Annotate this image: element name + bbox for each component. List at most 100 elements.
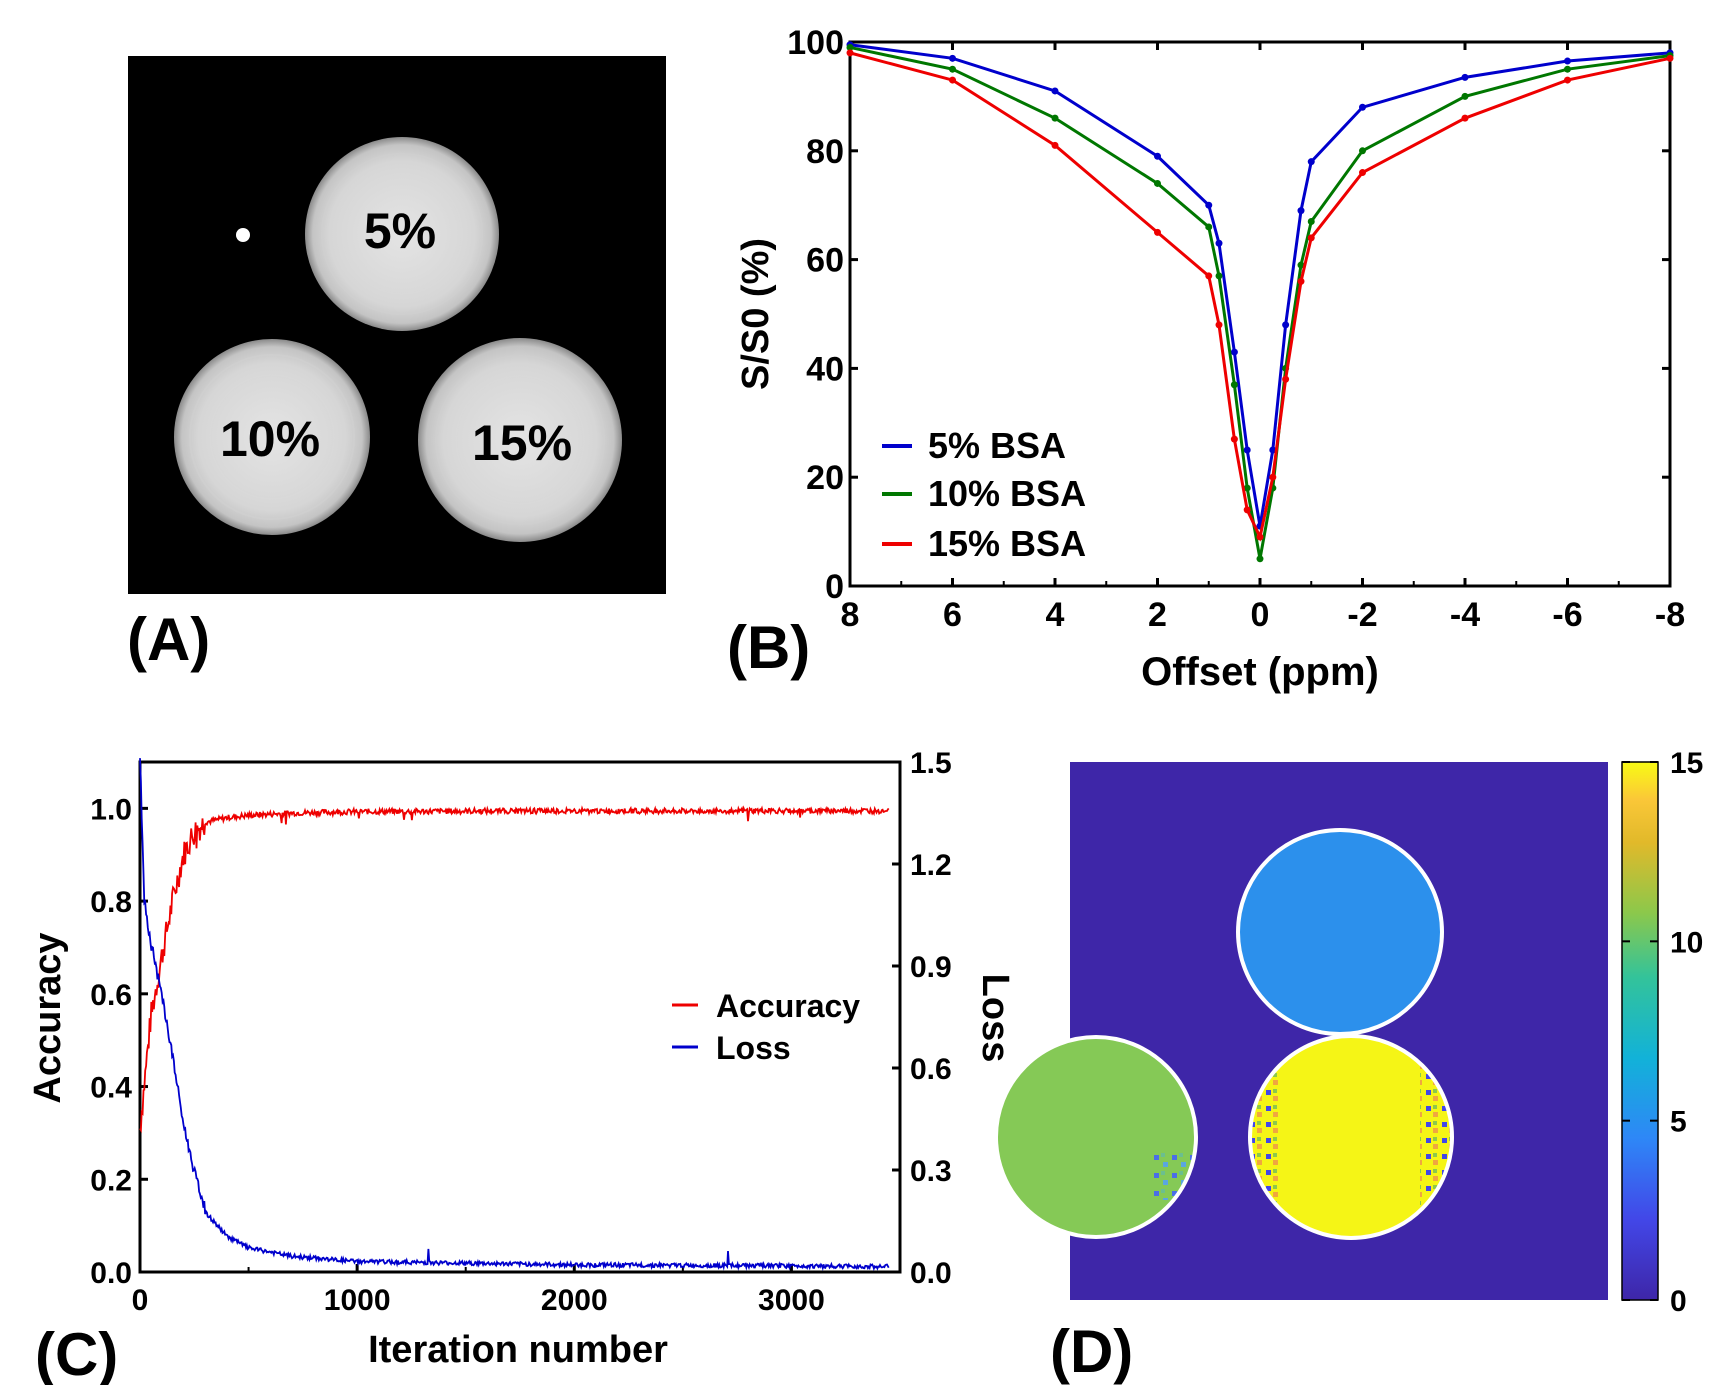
chart-b-ylabel: S/S0 (%)	[735, 238, 777, 390]
chart-b-data-point	[1243, 506, 1251, 514]
chart-b-data-point	[1051, 141, 1059, 149]
chart-b-data-point	[1297, 277, 1305, 285]
chart-b-data-point	[1230, 348, 1238, 356]
chart-b-ytick-label: 20	[806, 459, 844, 497]
chart-c-ytick-label: 0.8	[90, 886, 132, 919]
chart-c-series	[139, 758, 890, 1272]
chart-b-data-point	[1297, 261, 1305, 269]
colorbar-tick-label: 10	[1670, 926, 1703, 959]
chart-c-legend: Accuracy Loss	[672, 988, 860, 1066]
chart-b-xtick-label: -6	[1552, 596, 1582, 634]
chart-b-data-point	[1269, 446, 1277, 454]
chart-b-ytick-label: 60	[806, 242, 844, 280]
phantom-10: 10%	[174, 339, 370, 535]
chart-b-data-point	[1359, 103, 1366, 111]
chart-c-xtick-label: 1000	[324, 1284, 391, 1317]
chart-c-y2tick-label: 1.5	[910, 747, 952, 780]
chart-b-data-point	[1205, 223, 1213, 231]
chart-b-data-point	[1666, 54, 1674, 62]
chart-b-xtick-label: 8	[841, 596, 860, 634]
chart-c-y2label: Loss	[974, 974, 1016, 1063]
chart-b-series	[846, 41, 1674, 563]
chart-b-data-point	[1461, 92, 1469, 100]
colorbar	[1621, 761, 1659, 1301]
legend-label-5-bsa: 5% BSA	[928, 425, 1066, 466]
chart-c-plot-area	[138, 760, 902, 1274]
chart-b-data-point	[1461, 114, 1469, 122]
legend-label-accuracy: Accuracy	[716, 988, 860, 1024]
chart-c-y2tick-label: 0.6	[910, 1053, 952, 1086]
chart-b-data-point	[1051, 87, 1059, 95]
colorbar-tick-label: 5	[1670, 1106, 1687, 1139]
chart-c-y2tick-label: 0.0	[910, 1257, 952, 1290]
reference-dot	[236, 228, 250, 242]
legend-label-loss: Loss	[716, 1030, 791, 1066]
chart-b-xtick-label: 0	[1251, 596, 1270, 634]
chart-b-xtick-label: 6	[943, 596, 962, 634]
map-phantom-15	[1248, 1034, 1454, 1240]
chart-b-data-point	[1243, 484, 1251, 492]
chart-b-data-point	[1307, 158, 1315, 166]
chart-c-ytick-label: 0.6	[90, 979, 132, 1012]
chart-b-data-point	[846, 49, 854, 57]
chart-b-data-point	[1564, 76, 1571, 84]
chart-b-data-point	[1205, 201, 1213, 209]
chart-b-data-point	[846, 43, 854, 51]
chart-b-data-point	[1051, 114, 1059, 122]
map-phantom-10	[994, 1035, 1198, 1239]
chart-b-data-point	[1230, 381, 1238, 389]
chart-c-ytick-label: 0.0	[90, 1257, 132, 1290]
chart-b-data-point	[1297, 207, 1305, 215]
chart-c-ylabel: Accuracy	[27, 932, 69, 1103]
chart-b-data-point	[1359, 147, 1366, 155]
chart-b-data-point	[1282, 375, 1290, 383]
chart-b-data-point	[1256, 533, 1264, 541]
chart-c-y2tick-label: 1.2	[910, 849, 952, 882]
legend-label-10-bsa: 10% BSA	[928, 473, 1086, 514]
panel-a-label: (A)	[127, 606, 210, 673]
phantom-15: 15%	[418, 338, 622, 542]
phantom-5: 5%	[305, 137, 499, 331]
chart-b-data-point	[1269, 473, 1277, 481]
panel-a: 5% 10% 15% (A)	[127, 56, 666, 673]
chart-c-xtick-label: 0	[132, 1284, 149, 1317]
panel-d: 0 5 10 15 (D)	[994, 747, 1703, 1385]
colorbar-tick-label: 15	[1670, 747, 1703, 780]
chart-b-data-point	[1307, 218, 1315, 226]
chart-b-data-point	[949, 76, 956, 84]
chart-b-data-point	[1564, 57, 1571, 65]
colorbar-ticks: 0 5 10 15	[1622, 747, 1703, 1318]
chart-c-accuracy-line	[139, 805, 890, 1134]
chart-b-xtick-label: 4	[1046, 596, 1065, 634]
chart-b-data-point	[1564, 65, 1571, 73]
chart-b-data-point	[949, 54, 956, 62]
chart-b-xtick-label: -4	[1450, 596, 1480, 634]
chart-b-xtick-label: 2	[1148, 596, 1167, 634]
chart-b-data-point	[1154, 179, 1161, 187]
chart-c-xlabel: Iteration number	[368, 1329, 668, 1371]
chart-c-axes: 0 1000 2000 3000 0.0 0.2 0.4 0.6 0.8 1.0 0.0 0.3 0.6…	[90, 747, 951, 1317]
chart-c-loss-line	[139, 758, 890, 1272]
chart-b-ytick-label: 0	[825, 568, 844, 606]
chart-b-data-point	[1215, 272, 1223, 280]
chart-b-data-point	[1215, 239, 1223, 247]
chart-c-y2tick-label: 0.3	[910, 1155, 952, 1188]
chart-c-ytick-label: 0.4	[90, 1072, 132, 1105]
chart-b-data-point	[1256, 555, 1264, 563]
chart-b-data-point	[1215, 321, 1223, 329]
chart-b-xtick-label: -8	[1655, 596, 1685, 634]
chart-c-ytick-label: 1.0	[90, 793, 132, 826]
chart-b-xlabel: Offset (ppm)	[1141, 650, 1379, 694]
chart-b-data-point	[1230, 435, 1238, 443]
chart-b-data-point	[1243, 446, 1251, 454]
chart-b-ytick-label: 100	[787, 24, 844, 62]
chart-b-data-point	[1205, 272, 1213, 280]
chart-b-ytick-label: 80	[806, 133, 844, 171]
chart-b-data-point	[1359, 169, 1366, 177]
panel-d-label: (D)	[1050, 1318, 1133, 1385]
chart-b-data-point	[1307, 234, 1315, 242]
chart-c-xtick-label: 3000	[758, 1284, 825, 1317]
